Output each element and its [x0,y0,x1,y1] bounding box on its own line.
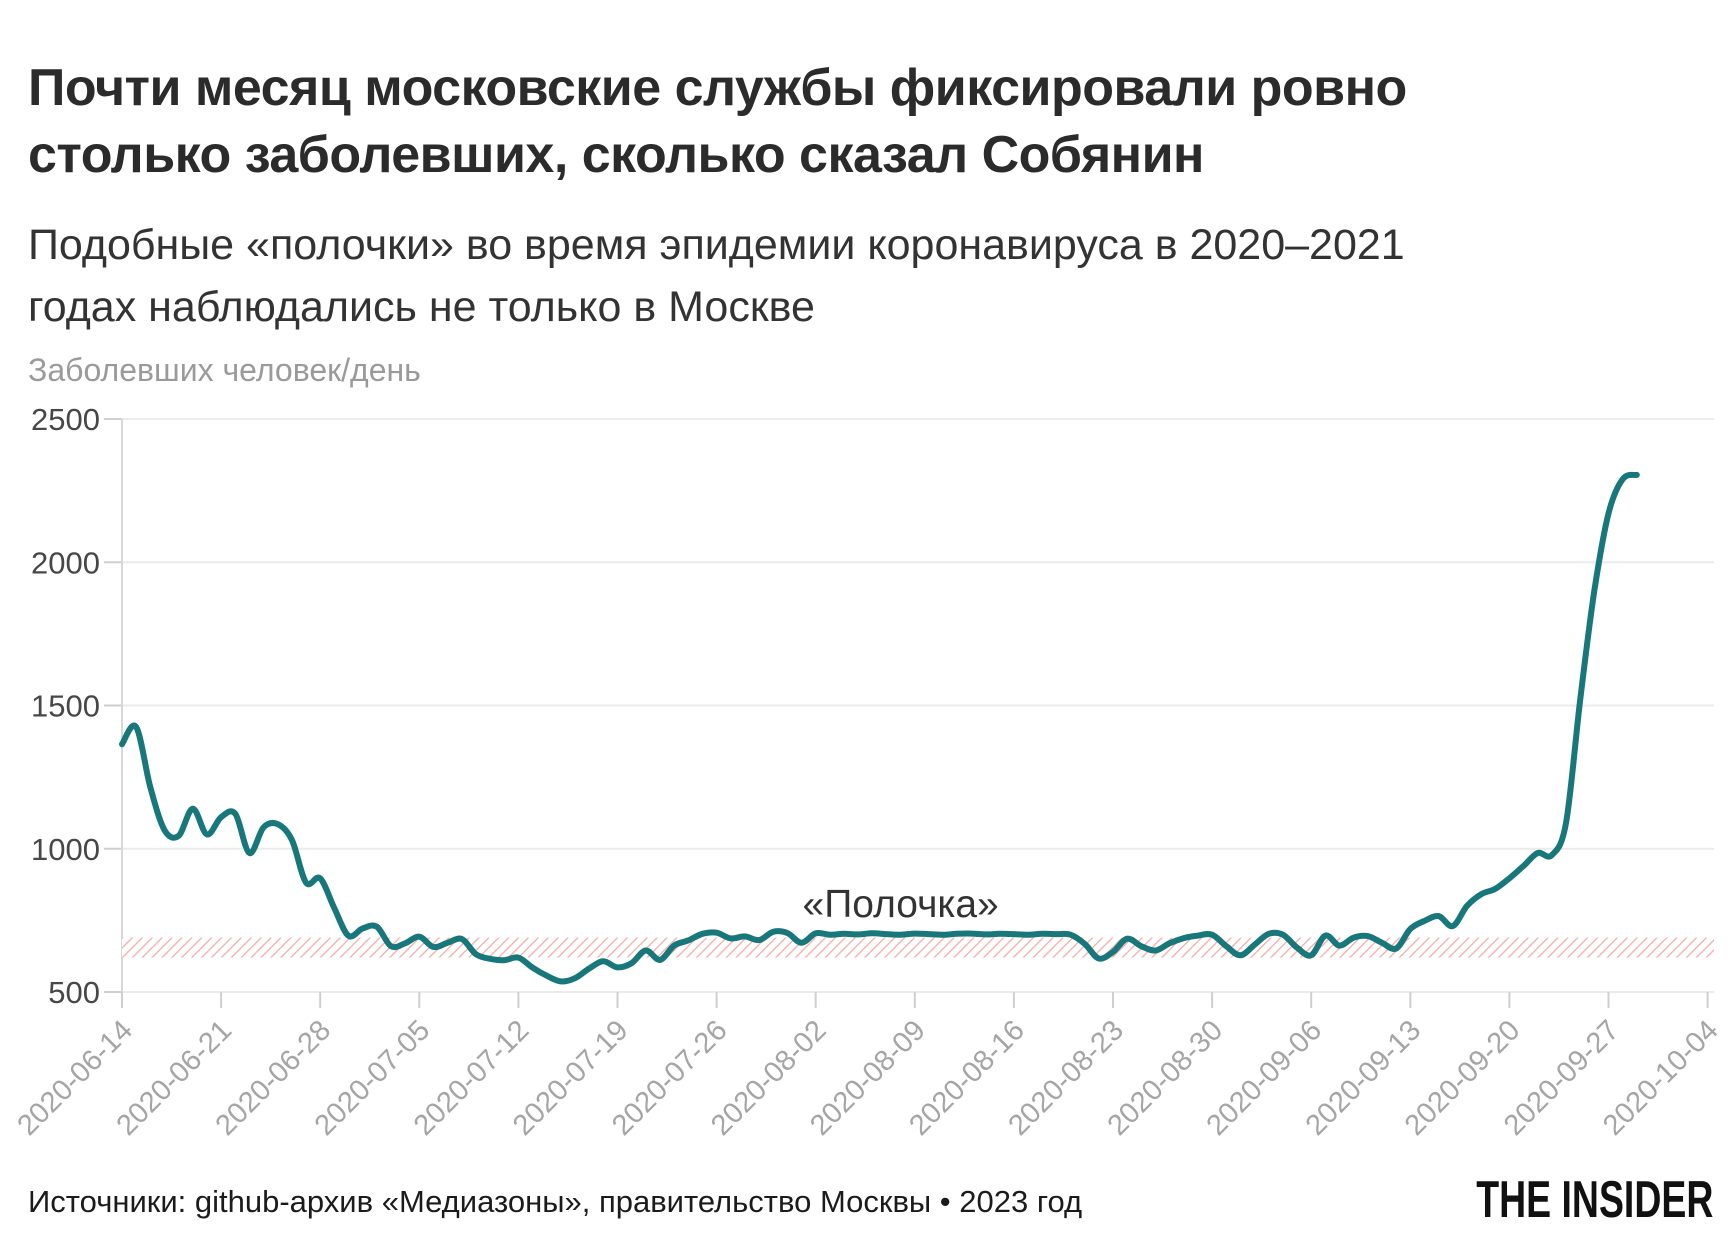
x-tick-labels: 2020-06-142020-06-212020-06-282020-07-05… [11,1014,1724,1142]
y-tick-label: 1500 [31,689,100,724]
shelf-annotation: «Полочка» [803,883,999,926]
y-tick-label: 1000 [31,832,100,867]
y-gridlines [104,418,1714,993]
y-tick-label: 2500 [31,402,100,437]
y-tick-labels: 500 1000 1500 2000 2500 [31,402,100,1010]
chart-subtitle: Подобные «полочки» во время эпидемии кор… [28,221,1405,331]
shelf-band [122,937,1714,958]
publisher-logo: THE INSIDER [1475,1171,1713,1229]
y-tick-label: 500 [48,975,100,1010]
source-note: Источники: github-архив «Медиазоны», пра… [28,1184,1083,1219]
y-axis-title: Заболевших человек/день [28,352,421,388]
daily-cases-line [119,471,1640,985]
y-tick-label: 2000 [31,545,100,580]
x-ticks [121,992,1709,1008]
chart-title: Почти месяц московские службы фиксировал… [28,58,1407,185]
